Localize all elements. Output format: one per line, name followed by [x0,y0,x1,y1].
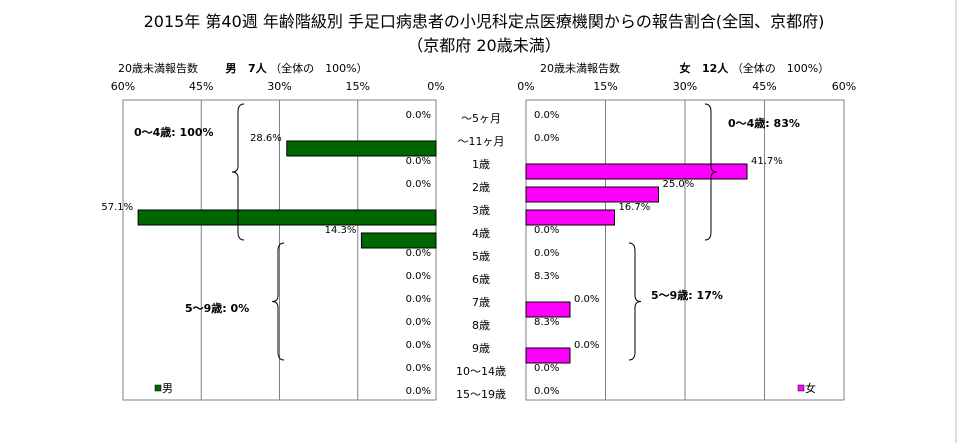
female-0-4-bracket [704,103,718,241]
female-5-9-bracket [628,242,642,361]
category-label: 5歳 [472,250,490,263]
male-header-label: 20歳未満報告数 [118,62,198,75]
female-value-label: 0.0% [534,386,559,397]
male-tick-label: 15% [346,80,370,93]
female-value-label: 41.7% [751,156,783,167]
male-tick-label: 45% [189,80,213,93]
category-label: 9歳 [472,342,490,355]
male-value-label: 0.0% [406,179,431,190]
female-value-label: 0.0% [534,225,559,236]
female-header-label: 20歳未満報告数 [540,62,620,75]
male-tick-label: 30% [267,80,291,93]
female-bar [525,163,748,180]
male-value-label: 0.0% [406,317,431,328]
female-value-label: 8.3% [534,317,559,328]
male-bar [286,140,437,157]
female-header-note: （全体の 100%） [731,62,830,75]
category-label: 4歳 [472,227,490,240]
category-label: ～5ヶ月 [461,112,501,125]
male-5-9-bracket [271,242,285,361]
male-bar [137,209,437,226]
female-legend-swatch [797,384,805,392]
female-bar [525,186,659,203]
female-header: 20歳未満報告数 女 12人 （全体の 100%） [540,60,829,76]
category-label: 7歳 [472,296,490,309]
male-header-sex: 男 [225,62,237,75]
category-label: 1歳 [472,158,490,171]
female-tick-label: 0% [517,80,534,93]
chart-subtitle: （京都府 20歳未満） [407,36,561,55]
male-value-label: 0.0% [406,363,431,374]
male-0-4-bracket [231,103,245,241]
male-value-label: 14.3% [325,225,357,236]
female-bar [525,209,616,226]
male-value-label: 0.0% [406,294,431,305]
male-tick-label: 0% [427,80,444,93]
category-label: 2歳 [472,181,490,194]
male-legend-label: 男 [162,382,173,395]
male-value-label: 0.0% [406,340,431,351]
male-value-label: 0.0% [406,156,431,167]
female-value-label: 0.0% [534,110,559,121]
male-value-label: 57.1% [101,202,133,213]
female-value-label: 8.3% [534,271,559,282]
female-value-label: 16.7% [619,202,651,213]
chart-title: 2015年 第40週 年齢階級別 手足口病患者の小児科定点医療機関からの報告割合… [143,12,825,31]
male-legend-swatch [154,384,162,392]
category-label: 8歳 [472,319,490,332]
female-header-sex: 女 [679,62,691,75]
category-label: 6歳 [472,273,490,286]
female-value-label: 0.0% [534,133,559,144]
male-header: 20歳未満報告数 男 7人 （全体の 100%） [118,60,368,76]
male-bar [360,232,437,249]
female-value-label: 0.0% [534,248,559,259]
female-0-4-annotation: 0～4歳: 83% [728,116,800,130]
male-value-label: 0.0% [406,386,431,397]
category-label: ～11ヶ月 [458,135,505,148]
female-header-count: 12人 [702,62,729,75]
category-label: 3歳 [472,204,490,217]
female-bar [525,301,571,318]
female-value-label: 0.0% [534,363,559,374]
female-value-label: 25.0% [663,179,695,190]
female-bar [525,347,571,364]
male-0-4-annotation: 0～4歳: 100% [134,125,214,139]
male-5-9-annotation: 5～9歳: 0% [185,301,249,315]
category-label: 15～19歳 [456,388,506,401]
female-value-label: 0.0% [574,294,599,305]
female-tick-label: 45% [752,80,776,93]
female-tick-label: 30% [673,80,697,93]
male-header-note: （全体の 100%） [270,62,368,75]
male-value-label: 0.0% [406,248,431,259]
female-tick-label: 15% [593,80,617,93]
male-value-label: 0.0% [406,110,431,121]
male-value-label: 28.6% [250,133,282,144]
category-label: 10～14歳 [456,365,506,378]
female-5-9-annotation: 5～9歳: 17% [651,288,723,302]
male-tick-label: 60% [111,80,135,93]
female-value-label: 0.0% [574,340,599,351]
female-legend-label: 女 [805,381,816,395]
female-tick-label: 60% [832,80,856,93]
male-header-count: 7人 [248,62,267,75]
male-value-label: 0.0% [406,271,431,282]
